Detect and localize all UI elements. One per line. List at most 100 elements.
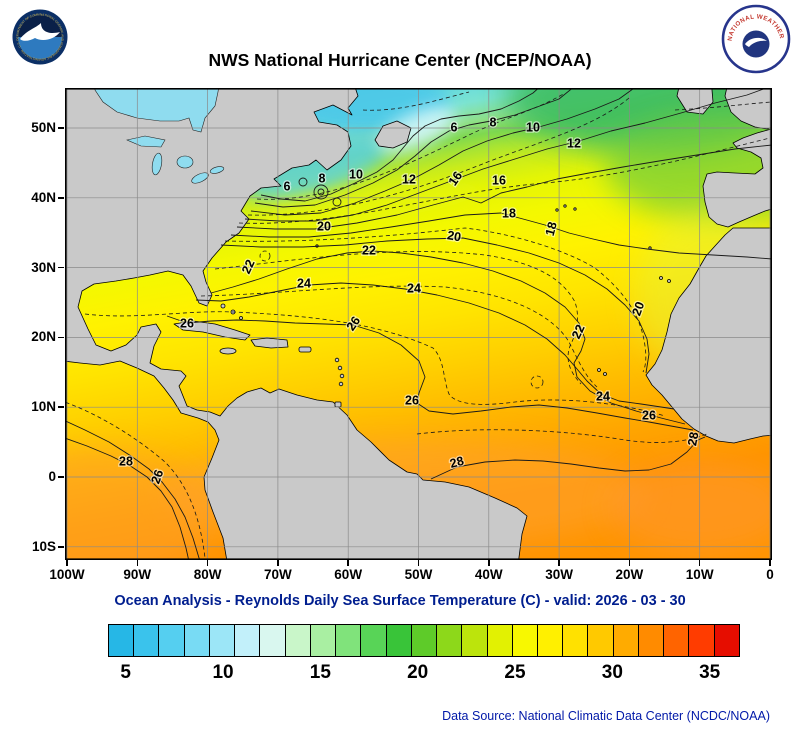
contour-label: 10 bbox=[526, 120, 540, 134]
lake-superior bbox=[126, 135, 166, 148]
nws-bird-icon bbox=[745, 37, 767, 47]
colorbar-segment bbox=[714, 625, 739, 656]
colorbar-tick-label: 30 bbox=[601, 662, 623, 683]
lon-tick-label: 60W bbox=[334, 567, 363, 582]
lake-huron bbox=[176, 155, 194, 169]
data-source-note: Data Source: National Climatic Data Cent… bbox=[442, 709, 770, 723]
colorbar-segment bbox=[537, 625, 564, 656]
colorbar-segment bbox=[689, 625, 715, 656]
nws-logo: NATIONAL WEATHER SERVICE bbox=[720, 3, 791, 74]
lon-tick-label: 20W bbox=[615, 567, 644, 582]
lon-tick bbox=[628, 560, 631, 566]
colorbar-segment bbox=[310, 625, 337, 656]
lon-tick-label: 90W bbox=[123, 567, 152, 582]
map-area: 6 8 10 12 6 8 10 12 16 16 18 18 20 20 20 22 22 22 24 24 24 26… bbox=[65, 88, 772, 560]
land-americas bbox=[65, 88, 528, 560]
lon-tick-label: 100W bbox=[49, 567, 85, 582]
lat-tick bbox=[58, 476, 64, 478]
colorbar-tick-label: 5 bbox=[120, 662, 131, 683]
contour-label: 18 bbox=[543, 220, 560, 237]
contour-label: 22 bbox=[362, 243, 376, 257]
contour-label: 24 bbox=[407, 281, 421, 295]
contour-label: 20 bbox=[629, 300, 647, 318]
land-jamaica bbox=[219, 347, 237, 355]
colorbar-segment bbox=[361, 625, 387, 656]
colorbar-segment bbox=[209, 625, 236, 656]
lat-tick-label: 0 bbox=[48, 469, 56, 484]
contour-label: 26 bbox=[148, 468, 166, 486]
land-iberia-france bbox=[702, 128, 772, 228]
contour-label: 20 bbox=[317, 219, 331, 233]
colorbar-segment bbox=[563, 625, 589, 656]
contour-label: 26 bbox=[642, 408, 656, 422]
nws-globe-icon bbox=[742, 30, 770, 58]
colorbar-segment bbox=[512, 625, 538, 656]
lat-tick bbox=[58, 197, 64, 199]
lon-tick bbox=[769, 560, 771, 566]
colorbar-tick-label: 15 bbox=[309, 662, 331, 683]
lon-tick bbox=[698, 560, 701, 566]
contour-label: 10 bbox=[349, 167, 363, 181]
colorbar bbox=[108, 624, 740, 657]
lon-tick bbox=[488, 560, 490, 566]
contour-label: 24 bbox=[297, 276, 311, 290]
colorbar-tick-label: 25 bbox=[504, 662, 526, 683]
colorbar-segment bbox=[134, 625, 160, 656]
colorbar-tick-label: 35 bbox=[699, 662, 721, 683]
colorbar-segment bbox=[235, 625, 261, 656]
page-title: NWS National Hurricane Center (NCEP/NOAA… bbox=[208, 50, 592, 70]
lon-tick-label: 80W bbox=[193, 567, 222, 582]
hudson-bay bbox=[94, 88, 219, 133]
lat-tick-label: 10N bbox=[31, 399, 56, 415]
contour-label: 6 bbox=[284, 179, 291, 193]
lat-tick-label: 10S bbox=[31, 538, 56, 554]
colorbar-tick-label: 10 bbox=[212, 662, 234, 683]
colorbar-segment bbox=[109, 625, 135, 656]
lat-tick bbox=[58, 127, 64, 129]
land-hispaniola bbox=[250, 337, 289, 349]
colorbar-segment bbox=[336, 625, 362, 656]
contour-label: 26 bbox=[180, 316, 194, 330]
colorbar-segment bbox=[260, 625, 286, 656]
colorbar-segment bbox=[462, 625, 488, 656]
lake-michigan bbox=[151, 152, 163, 176]
colorbar-segment bbox=[664, 625, 690, 656]
colorbar-segment bbox=[437, 625, 463, 656]
lat-tick-label: 20N bbox=[31, 329, 56, 345]
lon-tick-label: 10W bbox=[685, 567, 714, 582]
lon-tick bbox=[206, 560, 209, 566]
islands bbox=[220, 204, 671, 387]
lat-tick bbox=[58, 406, 64, 408]
noaa-bird-icon bbox=[20, 23, 60, 41]
lat-tick bbox=[58, 546, 64, 548]
lat-tick-label: 30N bbox=[31, 259, 56, 275]
colorbar-segment bbox=[386, 625, 412, 656]
land-ireland bbox=[676, 88, 714, 115]
lon-tick-label: 30W bbox=[545, 567, 573, 582]
lon-tick bbox=[558, 560, 560, 566]
lon-tick-label: 0 bbox=[766, 567, 774, 582]
landmasses bbox=[65, 88, 772, 560]
lat-lon-grid bbox=[65, 88, 772, 560]
lon-tick-label: 50W bbox=[404, 567, 433, 582]
colorbar-segment bbox=[184, 625, 210, 656]
colorbar-segment bbox=[588, 625, 614, 656]
contour-label: 16 bbox=[492, 173, 506, 187]
colorbar-segment bbox=[638, 625, 665, 656]
lon-tick bbox=[417, 560, 420, 566]
colorbar-segment bbox=[285, 625, 311, 656]
colorbar-segment bbox=[487, 625, 513, 656]
contour-label: 28 bbox=[119, 454, 133, 468]
land-britain bbox=[724, 88, 772, 130]
contour-label: 18 bbox=[502, 206, 516, 220]
contour-label: 28 bbox=[685, 431, 701, 447]
contour-label: 8 bbox=[490, 115, 497, 129]
lake-erie bbox=[191, 172, 209, 184]
contour-label: 24 bbox=[596, 389, 610, 403]
lat-tick-label: 40N bbox=[31, 189, 56, 205]
lat-tick-label: 50N bbox=[31, 120, 56, 135]
lon-tick bbox=[277, 560, 279, 566]
